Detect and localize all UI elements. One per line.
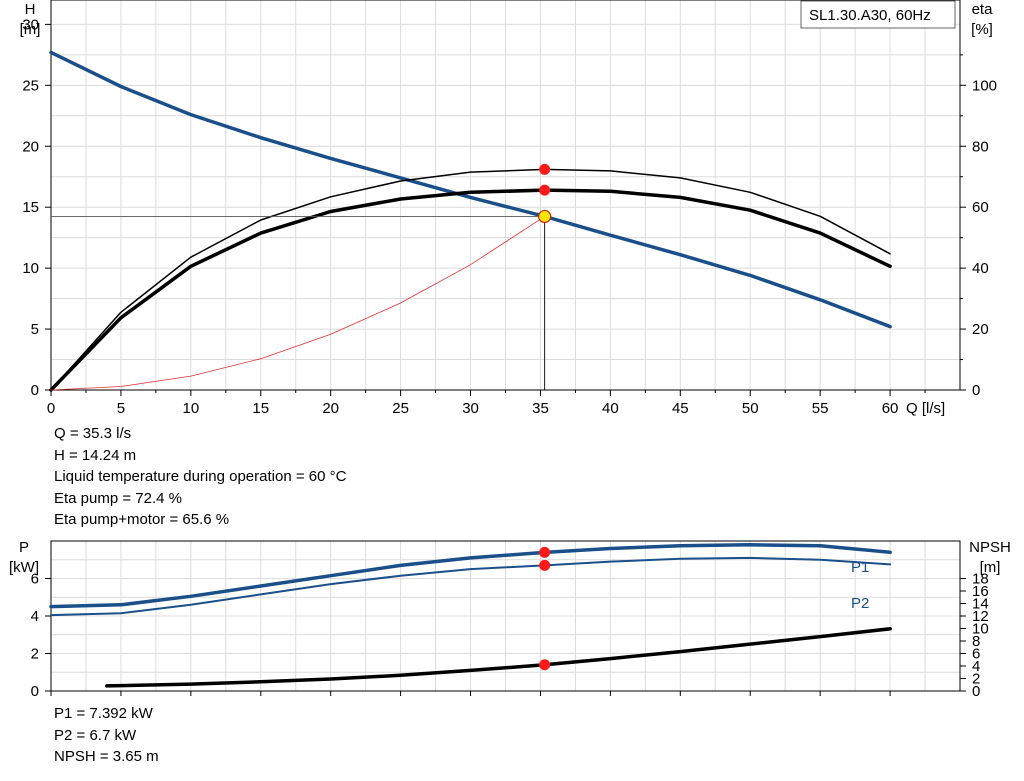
right-y-tick-label: 0: [972, 683, 980, 700]
right-y-tick-label: 60: [972, 199, 989, 216]
series-group: [49, 543, 892, 688]
x-tick-label: 30: [462, 400, 479, 417]
readout-npsh: NPSH = 3.65 m: [54, 748, 159, 765]
right-y-tick-label: 4: [972, 658, 980, 675]
right-y-tick-label: 18: [972, 571, 989, 588]
left-axis-label-line1: H: [25, 1, 36, 18]
left-y-tick-label: 0: [31, 683, 39, 700]
x-tick-label: 5: [117, 400, 125, 417]
x-tick-label: 35: [532, 400, 549, 417]
npsh-curve: [105, 627, 892, 688]
left-y-tick-label: 25: [22, 77, 39, 94]
right-axis-label-line1: NPSH: [969, 539, 1011, 556]
readout-flow: Q = 35.3 l/s: [54, 425, 132, 442]
p2-curve: [50, 556, 892, 617]
marker-group: [539, 546, 551, 671]
right-y-tick-label: 16: [972, 583, 989, 600]
right-y-tick-label: 14: [972, 596, 989, 613]
right-y-tick-label: 40: [972, 260, 989, 277]
x-tick-label: 60: [882, 400, 899, 417]
p1-curve: [49, 543, 892, 609]
duty-point-marker: [539, 659, 551, 671]
left-axis-label-line1: P: [19, 539, 29, 556]
legend-label: SL1.30.A30, 60Hz: [809, 7, 931, 24]
x-tick-label: 45: [672, 400, 689, 417]
left-y-tick-label: 4: [31, 608, 39, 625]
right-y-tick-label: 20: [972, 321, 989, 338]
power-readouts: P1 = 7.392 kW P2 = 6.7 kW NPSH = 3.65 m: [54, 703, 159, 768]
readout-head: H = 14.24 m: [54, 446, 137, 464]
left-y-tick-label: 0: [31, 382, 39, 399]
operating-point-group: [51, 163, 552, 390]
left-y-tick-label: 20: [22, 138, 39, 155]
left-axis-label-line2: [m]: [20, 21, 41, 38]
right-y-tick-label: 80: [972, 138, 989, 155]
x-axis: [50, 691, 891, 696]
right-axis-label-line2: [m]: [980, 559, 1001, 576]
head-curve: [49, 50, 892, 329]
x-tick-label: 0: [47, 400, 55, 417]
left-axis-label-line2: [kW]: [9, 559, 39, 576]
x-tick-label: 25: [392, 400, 409, 417]
x-tick-label: 50: [742, 400, 759, 417]
system-curve: [50, 216, 546, 391]
operating-point-marker: [538, 209, 552, 224]
x-tick-label: 40: [602, 400, 619, 417]
grid: [51, 0, 960, 390]
duty-point-marker: [539, 559, 551, 571]
right-axis-label-line2: [%]: [971, 21, 993, 38]
duty-point-marker: [539, 546, 551, 558]
right-y-tick-label: 12: [972, 608, 989, 625]
series-label-p2: P2: [851, 595, 869, 612]
series-group: [49, 50, 892, 392]
left-y-tick-label: 15: [22, 199, 39, 216]
x-tick-label: 10: [183, 400, 200, 417]
x-tick-label: 15: [252, 400, 269, 417]
left-y-axis: 0 5 10 15 20 25 30: [22, 16, 51, 399]
x-axis-label: Q [l/s]: [906, 400, 945, 417]
right-y-tick-label: 100: [972, 77, 997, 94]
right-y-axis: 0 20 40 60 80 100: [960, 54, 997, 399]
eta-pump-motor-curve: [49, 188, 892, 392]
readout-eta-pump-motor: Eta pump+motor = 65.6 %: [54, 511, 230, 528]
readout-eta-pump: Eta pump = 72.4 %: [54, 489, 182, 507]
x-axis: 0 5 10 15 20 25 30 35 40 45 50 55 60: [47, 390, 926, 417]
grid: [51, 541, 960, 691]
left-y-tick-label: 30: [22, 16, 39, 33]
right-y-tick-label: 8: [972, 633, 980, 650]
left-y-axis: 0 2 4 6: [31, 571, 51, 700]
legend-box: [800, 0, 956, 29]
left-y-tick-label: 10: [22, 260, 39, 277]
x-tick-label: 20: [322, 400, 339, 417]
readout-p2: P2 = 6.7 kW: [54, 726, 137, 744]
right-axis-label-line1: eta: [972, 1, 994, 18]
left-y-tick-label: 5: [31, 321, 39, 338]
left-y-tick-label: 2: [31, 646, 39, 663]
right-y-tick-label: 6: [972, 646, 980, 663]
right-y-tick-label: 2: [972, 671, 980, 688]
right-y-tick-label: 0: [972, 382, 980, 399]
left-y-tick-label: 6: [31, 571, 39, 588]
series-label-p1: P1: [851, 559, 869, 576]
right-y-tick-label: 10: [972, 621, 989, 638]
readout-liquid-temperature: Liquid temperature during operation = 60…: [54, 468, 347, 485]
readout-p1: P1 = 7.392 kW: [54, 705, 153, 722]
duty-point-marker: [539, 184, 551, 196]
duty-point-marker: [539, 163, 551, 175]
pump-curve-chart: 0 5 10 15 20 25 30 35 40 45 50 55 60 0 5 10 15 20 25 30 0 2…: [20, 0, 997, 417]
x-tick-label: 55: [812, 400, 829, 417]
operating-point-readouts: Q = 35.3 l/s H = 14.24 m Liquid temperat…: [54, 423, 346, 531]
eta-pump-curve: [50, 168, 891, 391]
